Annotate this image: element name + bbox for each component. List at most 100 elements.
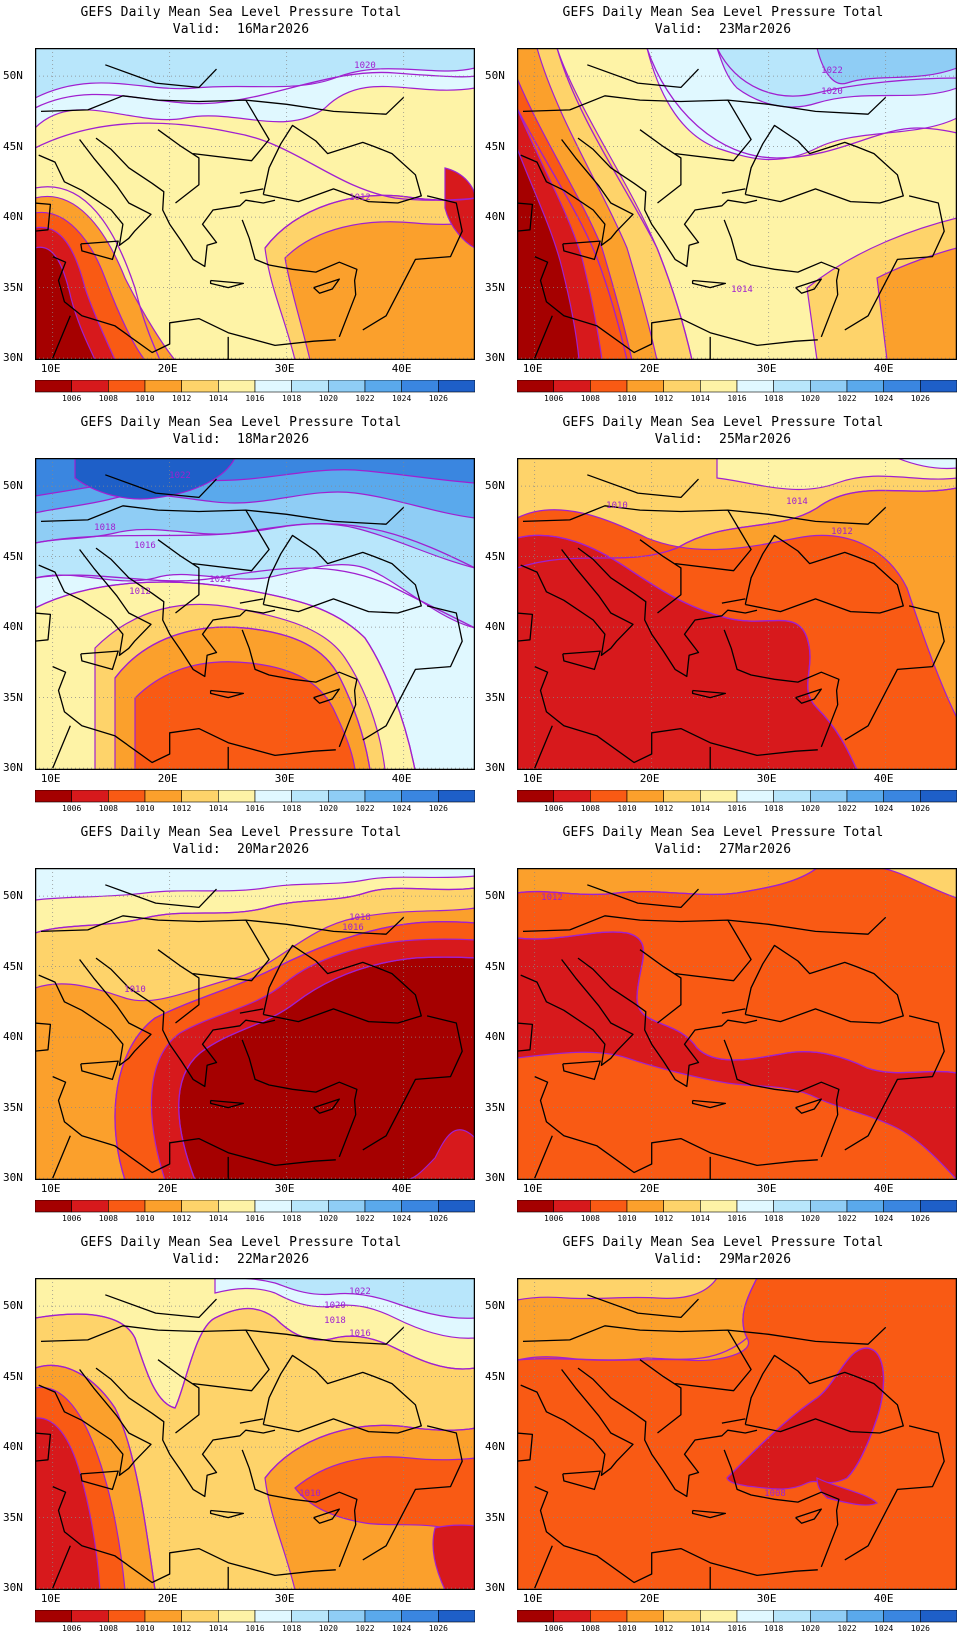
colorbar-swatch (810, 380, 848, 393)
lat-label: 35N (485, 280, 505, 294)
coastline (520, 549, 634, 656)
coastline (723, 629, 840, 748)
isobar-line (716, 48, 957, 97)
pressure-map: 1020 1012 (35, 48, 475, 360)
colorbar-swatch (71, 1200, 109, 1213)
lon-label: 30E (274, 772, 295, 785)
panel-25mar: GEFS Daily Mean Sea Level Pressure Total… (482, 410, 964, 820)
isobar-label: 1018 (324, 1316, 346, 1326)
colorbar-swatch (364, 380, 402, 393)
isobar-label: 1014 (731, 285, 753, 295)
colorbar-label: 1010 (135, 1214, 154, 1223)
colorbar-swatch (883, 1610, 921, 1623)
coastline (105, 884, 217, 909)
panel-29mar: GEFS Daily Mean Sea Level Pressure Total… (482, 1230, 964, 1640)
valid-date: 25Mar2026 (718, 432, 792, 447)
isobar-line (114, 921, 475, 1180)
colorbar-label: 1016 (727, 1624, 746, 1633)
panel-valid-line: Valid: 22Mar2026 (0, 1251, 482, 1268)
coastline (795, 688, 822, 704)
colorbar-label: 1012 (172, 1214, 191, 1223)
coastline (534, 315, 553, 359)
isobar-label: 1018 (94, 523, 116, 533)
colorbar-swatch (700, 790, 738, 803)
coastline (40, 1325, 405, 1345)
isobar-label: 1008 (764, 1489, 786, 1499)
lat-label: 35N (3, 1100, 23, 1114)
colorbar-label: 1024 (392, 1214, 411, 1223)
colorbar-swatch (438, 1200, 475, 1213)
lat-label: 30N (485, 1171, 505, 1185)
panel-valid-line: Valid: 25Mar2026 (482, 431, 964, 448)
panel-title-text: GEFS Daily Mean Sea Level Pressure Total (80, 825, 402, 840)
coastline (691, 689, 727, 699)
colorbar-label: 1008 (581, 804, 600, 813)
pressure-band (816, 1477, 879, 1506)
colorbar-label: 1008 (99, 1624, 118, 1633)
map-frame (35, 1278, 475, 1590)
coastline (313, 688, 340, 704)
colorbar-label: 1016 (727, 1214, 746, 1223)
lat-label: 45N (485, 549, 505, 563)
colorbar-label: 1026 (911, 804, 930, 813)
colorbar-swatch (920, 1200, 957, 1213)
isobar-line (556, 48, 693, 360)
isobar-line (517, 931, 957, 1074)
coastline (362, 1425, 463, 1561)
pressure-band (284, 221, 475, 360)
isobar-line (264, 1424, 475, 1479)
colorbar-label: 1010 (135, 394, 154, 403)
coastline (721, 1418, 746, 1424)
colorbar-label: 1020 (801, 1214, 820, 1223)
valid-prefix: Valid: (172, 432, 221, 447)
lon-label: 30E (274, 362, 295, 375)
coastline (744, 534, 904, 614)
lat-label: 40N (485, 210, 505, 224)
colorbar-label: 1020 (319, 1214, 338, 1223)
isobar-label: 1012 (831, 527, 853, 537)
isobar-line (646, 48, 957, 159)
lat-label: 45N (3, 139, 23, 153)
lat-label: 50N (3, 479, 23, 493)
colorbar-label: 1016 (245, 804, 264, 813)
colorbar-swatch (218, 790, 256, 803)
colorbar-label: 1024 (874, 394, 893, 403)
colorbar-label: 1022 (837, 394, 856, 403)
valid-date: 27Mar2026 (718, 842, 792, 857)
coastline (262, 1354, 422, 1434)
coastline (844, 195, 945, 331)
colorbar-swatch (364, 790, 402, 803)
colorbar-label: 1016 (727, 394, 746, 403)
isobar-line (264, 194, 475, 249)
panel-title-text: GEFS Daily Mean Sea Level Pressure Total (562, 1235, 884, 1250)
panel-valid-line: Valid: 20Mar2026 (0, 841, 482, 858)
coastline (35, 1432, 52, 1462)
colorbar-swatch (144, 1200, 182, 1213)
coastline (52, 315, 71, 359)
panel-valid-line: Valid: 29Mar2026 (482, 1251, 964, 1268)
coastline (639, 539, 682, 614)
coastline (209, 279, 245, 289)
lat-label: 50N (485, 69, 505, 83)
colorbar: 1006 1008 1010 1012 1014 1016 1018 1020 1022 1024… (35, 1610, 475, 1633)
lat-label: 35N (485, 1510, 505, 1524)
panel-20mar: GEFS Daily Mean Sea Level Pressure Total… (0, 820, 482, 1230)
map-content: 1012 (517, 868, 957, 1180)
colorbar-swatch (663, 1610, 701, 1623)
pressure-map: 1022 1020 1014 (517, 48, 957, 360)
colorbar-label: 1010 (617, 804, 636, 813)
isobar-line (35, 186, 161, 360)
coastline (562, 1470, 601, 1491)
coastline (105, 1294, 217, 1319)
colorbar-label: 1006 (62, 1624, 81, 1633)
lat-label: 40N (485, 1030, 505, 1044)
lon-label: 10E (40, 772, 61, 785)
pressure-band (294, 1456, 475, 1539)
panel-valid-line: Valid: 16Mar2026 (0, 21, 482, 38)
valid-prefix: Valid: (654, 432, 703, 447)
lat-label: 30N (3, 1581, 23, 1595)
coastline (577, 1367, 758, 1498)
coastline (239, 1008, 264, 1014)
panel-23mar: GEFS Daily Mean Sea Level Pressure Total… (482, 0, 964, 410)
